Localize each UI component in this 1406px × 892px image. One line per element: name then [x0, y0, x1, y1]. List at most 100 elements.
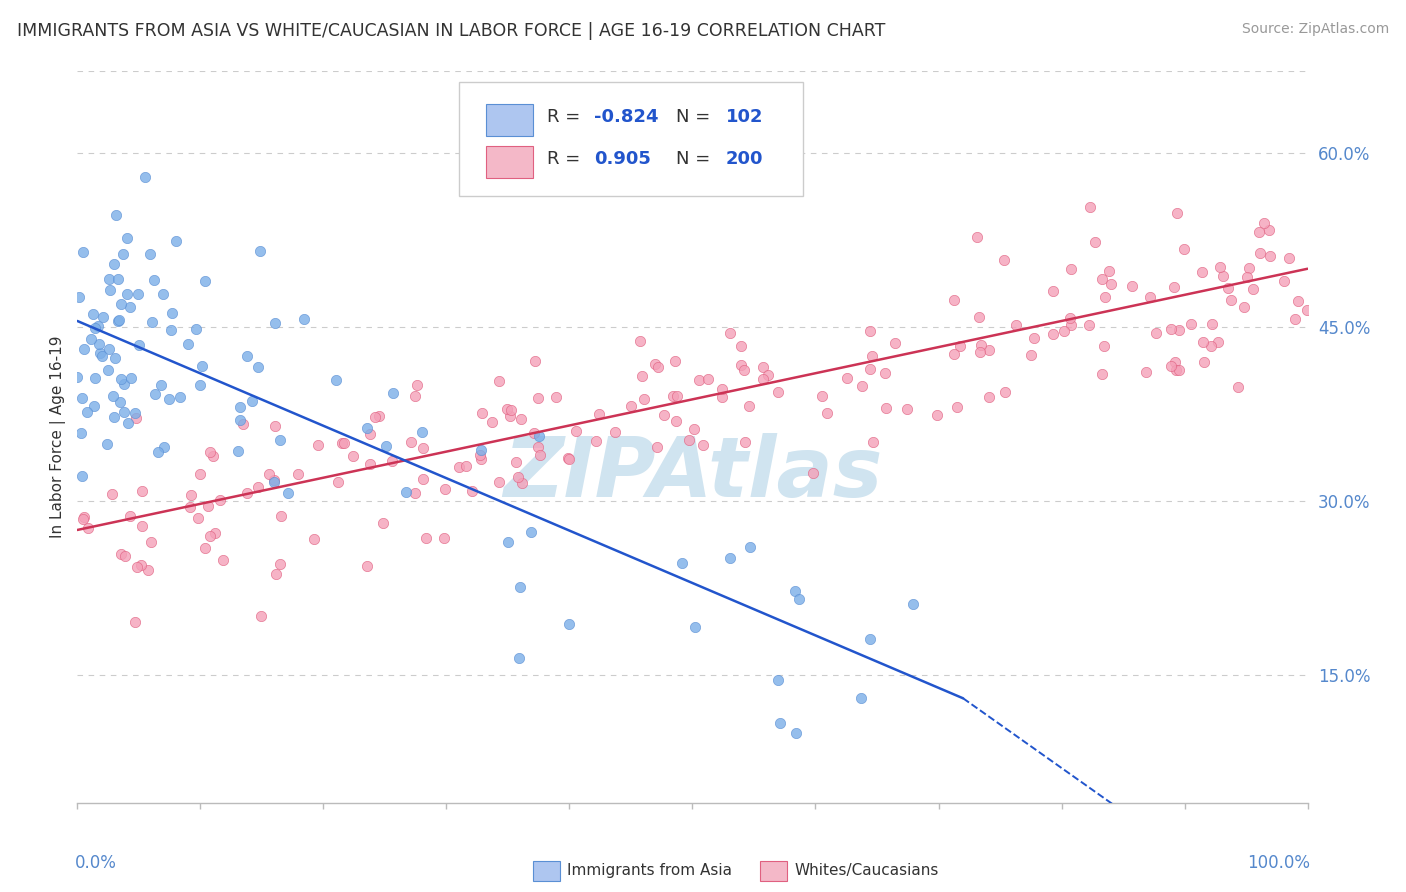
- Point: [520, 524, 543, 539]
- Point: [1078, 318, 1101, 333]
- Point: [395, 485, 418, 500]
- Point: [120, 508, 142, 523]
- Point: [76, 405, 98, 419]
- Point: [787, 591, 810, 606]
- Point: [129, 558, 152, 572]
- Point: [1098, 263, 1121, 277]
- Point: [1253, 216, 1275, 230]
- Point: [190, 377, 212, 392]
- Point: [1005, 318, 1028, 332]
- Point: [1024, 331, 1046, 345]
- Point: [80, 333, 103, 347]
- Point: [510, 412, 533, 426]
- Point: [191, 359, 214, 373]
- Point: [184, 321, 207, 335]
- Point: [1091, 272, 1114, 286]
- Text: Source: ZipAtlas.com: Source: ZipAtlas.com: [1241, 22, 1389, 37]
- Text: ZIPAtlas: ZIPAtlas: [503, 434, 882, 514]
- Point: [901, 597, 924, 611]
- Point: [1241, 281, 1264, 295]
- Point: [682, 421, 704, 435]
- Point: [91, 349, 114, 363]
- Point: [176, 336, 198, 351]
- Point: [711, 383, 734, 397]
- Point: [942, 293, 965, 307]
- Point: [1239, 260, 1261, 275]
- Point: [264, 419, 287, 434]
- Point: [647, 360, 669, 375]
- Point: [97, 363, 120, 377]
- Point: [766, 673, 789, 687]
- Point: [633, 392, 655, 406]
- Point: [526, 392, 548, 406]
- Point: [73, 510, 96, 524]
- Point: [1212, 268, 1234, 283]
- Point: [664, 414, 686, 428]
- Point: [1249, 225, 1271, 239]
- Point: [505, 455, 527, 469]
- Point: [404, 486, 426, 500]
- Point: [375, 439, 398, 453]
- Point: [730, 339, 752, 353]
- Text: N =: N =: [676, 150, 717, 168]
- Point: [785, 726, 807, 740]
- Point: [470, 442, 492, 457]
- Point: [769, 715, 792, 730]
- Point: [671, 557, 693, 571]
- Point: [415, 531, 437, 545]
- Point: [326, 475, 349, 490]
- Point: [165, 235, 187, 249]
- Point: [412, 472, 434, 486]
- Point: [664, 354, 686, 368]
- Point: [194, 541, 217, 556]
- Point: [194, 275, 217, 289]
- Point: [232, 417, 254, 431]
- Point: [235, 485, 257, 500]
- Text: 0.0%: 0.0%: [75, 854, 117, 872]
- Point: [683, 620, 706, 634]
- Point: [557, 451, 579, 466]
- Point: [1091, 367, 1114, 381]
- Point: [526, 440, 548, 454]
- Point: [509, 580, 531, 594]
- Point: [1163, 280, 1185, 294]
- Point: [969, 344, 991, 359]
- Point: [228, 400, 250, 414]
- Point: [67, 290, 90, 304]
- Point: [1053, 324, 1076, 338]
- Point: [103, 389, 125, 403]
- Point: [188, 467, 211, 481]
- Point: [187, 510, 209, 524]
- Point: [107, 314, 129, 328]
- Point: [143, 273, 166, 287]
- Point: [179, 500, 201, 515]
- Point: [558, 617, 581, 632]
- Point: [1084, 235, 1107, 250]
- Point: [373, 516, 395, 530]
- Text: N =: N =: [676, 109, 717, 127]
- Point: [264, 566, 287, 581]
- Point: [124, 615, 146, 630]
- Point: [381, 453, 404, 467]
- FancyBboxPatch shape: [486, 104, 533, 136]
- Point: [91, 310, 114, 324]
- Point: [896, 401, 918, 416]
- Point: [103, 257, 125, 271]
- Point: [263, 473, 285, 487]
- Point: [146, 444, 169, 458]
- Point: [645, 440, 668, 454]
- Point: [141, 315, 163, 329]
- Point: [662, 389, 685, 403]
- Point: [884, 336, 907, 351]
- Point: [588, 408, 610, 422]
- Point: [1060, 318, 1083, 332]
- Point: [120, 371, 142, 385]
- Point: [605, 425, 627, 439]
- Point: [510, 475, 533, 490]
- Point: [471, 406, 494, 420]
- Point: [678, 434, 700, 448]
- Point: [247, 360, 270, 375]
- Point: [1284, 311, 1306, 326]
- Point: [1227, 380, 1250, 394]
- Point: [229, 413, 252, 427]
